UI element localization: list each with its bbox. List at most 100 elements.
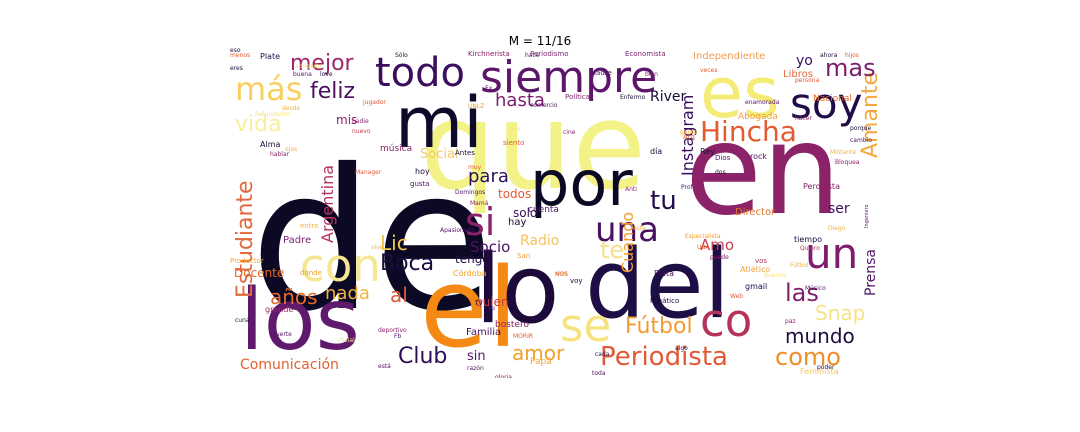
word-76: Córdoba — [453, 269, 487, 278]
word-164: dos — [715, 169, 726, 176]
word-40: al — [390, 283, 408, 307]
word-155: vivo — [555, 270, 568, 277]
word-151: cine — [563, 129, 576, 136]
word-32: mundo — [785, 324, 855, 348]
word-65: Director — [735, 207, 776, 218]
word-50: Amo — [700, 236, 735, 254]
word-109: Quiero — [800, 245, 820, 252]
word-85: gmail — [745, 282, 768, 291]
word-41: nada — [325, 283, 370, 304]
word-48: Prensa — [863, 248, 879, 296]
word-86: Alma — [260, 140, 281, 149]
word-103: Antes — [455, 149, 475, 157]
word-23: Estudiante — [233, 180, 258, 298]
word-0: de — [250, 127, 494, 354]
word-175: Ex — [485, 85, 493, 92]
word-64: Independiente — [693, 51, 766, 62]
word-55: ser — [828, 201, 850, 217]
word-118: algo — [675, 345, 688, 352]
word-79: grande — [265, 305, 294, 314]
word-89: Política — [565, 93, 590, 101]
word-98: vos — [755, 257, 768, 265]
word-54: yo — [796, 53, 813, 69]
word-140: Refundador — [255, 111, 290, 118]
word-61: Docente — [234, 266, 285, 280]
word-116: oficial — [337, 337, 355, 344]
word-168: comercio — [530, 102, 558, 109]
word-cloud: de que en el los del lo mi es por siempre se co con so… — [230, 48, 880, 378]
word-133: hace — [525, 52, 540, 59]
word-113: cada — [595, 351, 610, 358]
word-120: Web — [730, 293, 744, 300]
word-14: soy — [790, 79, 863, 128]
word-15: un — [805, 229, 859, 278]
word-1: que — [420, 78, 647, 217]
word-102: donde — [300, 269, 322, 277]
word-73: Papá — [530, 357, 552, 367]
word-58: todos — [498, 187, 532, 201]
word-106: nuevo — [352, 128, 371, 135]
word-74: bostero — [495, 320, 529, 330]
word-11: se — [560, 299, 612, 352]
word-162: Bloquea — [835, 159, 860, 166]
word-176: eso — [230, 48, 241, 54]
word-107: Ingeniero — [864, 204, 870, 228]
word-82: Rey — [700, 147, 715, 156]
word-37: vida — [235, 112, 282, 137]
word-22: Amante — [858, 71, 880, 158]
word-115: razón — [467, 365, 484, 372]
word-144: Apasionado — [440, 227, 476, 234]
word-142: Manager — [355, 169, 382, 176]
word-92: Periodismo — [530, 50, 569, 58]
word-153: muy — [468, 164, 482, 171]
word-111: toda — [592, 370, 606, 377]
word-105: siento — [503, 139, 525, 147]
word-156: Fb — [394, 333, 402, 340]
word-100: San — [517, 252, 531, 260]
word-127: enamorada — [745, 99, 780, 106]
word-38: para — [468, 166, 509, 187]
word-47: Cuando — [618, 211, 637, 273]
word-148: Anti — [625, 186, 637, 193]
word-160: Diego — [828, 225, 846, 232]
word-13: con — [300, 239, 381, 292]
word-141: hablar — [270, 151, 290, 158]
word-24: mas — [825, 54, 876, 82]
word-131: veces — [700, 67, 718, 74]
word-88: Arg — [683, 133, 695, 141]
word-159: su — [488, 305, 495, 312]
word-42: años — [270, 285, 318, 309]
word-112: está — [378, 363, 391, 370]
word-62: mis — [336, 113, 358, 127]
word-29: te — [600, 236, 625, 264]
word-114: gloria — [495, 374, 512, 379]
word-17: Hincha — [700, 115, 797, 148]
word-110: poder — [817, 364, 835, 371]
word-125: hacer — [795, 115, 812, 122]
chart-title: M = 11/16 — [508, 34, 572, 48]
word-130: ahora — [820, 52, 838, 59]
word-90: Madre — [590, 69, 612, 77]
word-12: co — [700, 294, 753, 347]
word-2: en — [685, 98, 842, 243]
word-154: vive — [371, 244, 384, 251]
word-78: Plate — [260, 52, 281, 61]
word-96: Productor — [230, 257, 264, 265]
word-6: lo — [475, 235, 560, 345]
word-135: buena — [293, 71, 312, 78]
word-128: Militante — [830, 149, 857, 156]
word-97: Fanático — [650, 297, 680, 305]
word-45: Argentina — [318, 164, 337, 243]
word-9: por — [530, 147, 633, 220]
word-108: Especialista — [685, 233, 721, 240]
word-91: Dios — [715, 154, 731, 162]
word-57: quien — [475, 295, 509, 309]
word-101: entre — [300, 222, 319, 230]
word-143: Mamá — [470, 200, 489, 207]
word-126: persona — [795, 77, 820, 84]
word-171: abogado — [295, 63, 322, 70]
word-157: NOS — [555, 271, 569, 278]
word-72: Familia — [466, 327, 502, 338]
word-30: tu — [650, 186, 677, 216]
